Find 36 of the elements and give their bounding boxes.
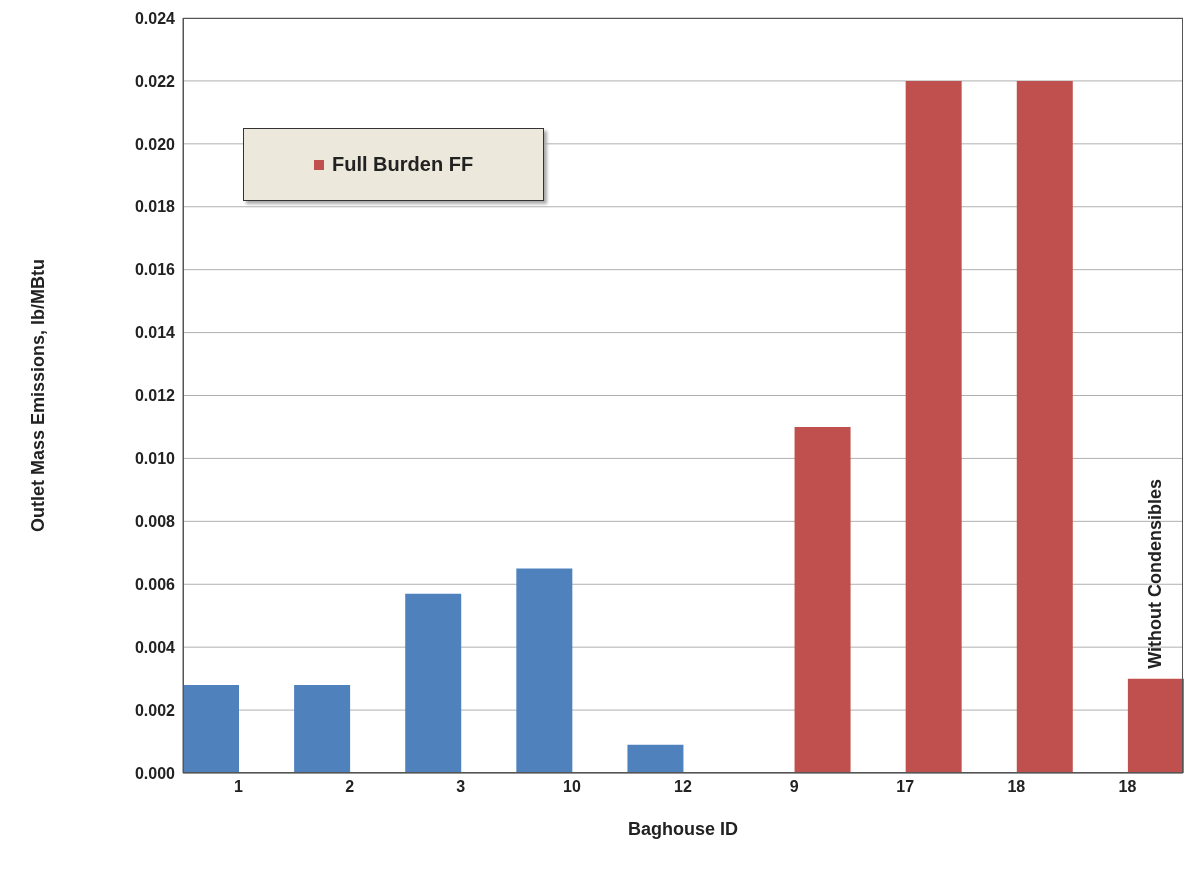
bar xyxy=(516,568,573,773)
y-tick-label: 0.000 xyxy=(134,764,176,782)
y-tick-label: 0.006 xyxy=(134,575,176,593)
y-tick-label: 0.002 xyxy=(134,701,176,719)
bar xyxy=(627,744,684,773)
legend-label: Full Burden FF xyxy=(332,153,474,176)
x-tick-label: 10 xyxy=(562,778,581,796)
bar xyxy=(1016,80,1073,773)
x-tick-label: 12 xyxy=(674,778,692,796)
bar xyxy=(405,593,462,773)
x-axis-title: Baghouse ID xyxy=(627,819,739,839)
y-tick-label: 0.012 xyxy=(134,387,176,405)
bar xyxy=(294,684,351,773)
bar xyxy=(1127,678,1184,773)
y-tick-label: 0.010 xyxy=(134,450,176,468)
x-tick-label: 2 xyxy=(345,778,355,796)
y-tick-label: 0.020 xyxy=(134,135,176,153)
x-tick-label: 3 xyxy=(456,778,466,796)
y-tick-label: 0.008 xyxy=(134,513,176,531)
legend-box: Full Burden FF xyxy=(243,128,545,201)
x-tick-label: 18 xyxy=(1007,778,1026,796)
y-tick-label: 0.022 xyxy=(134,72,176,90)
y-tick-label: 0.016 xyxy=(134,261,176,279)
y-tick-label: 0.014 xyxy=(134,324,176,342)
x-tick-label: 1 xyxy=(234,778,244,796)
x-tick-label: 17 xyxy=(896,778,915,796)
y-tick-label: 0.018 xyxy=(134,198,176,216)
x-tick-label: 9 xyxy=(789,778,799,796)
y-axis-title: Outlet Mass Emissions, lb/MBtu xyxy=(28,258,49,533)
bar xyxy=(183,684,239,773)
annotation: Without Condensibles xyxy=(1145,478,1167,669)
y-tick-label: 0.024 xyxy=(134,9,176,27)
bar xyxy=(905,80,962,773)
y-tick-label: 0.004 xyxy=(134,638,176,656)
x-tick-label: 18 xyxy=(1118,778,1137,796)
bar xyxy=(794,426,851,773)
